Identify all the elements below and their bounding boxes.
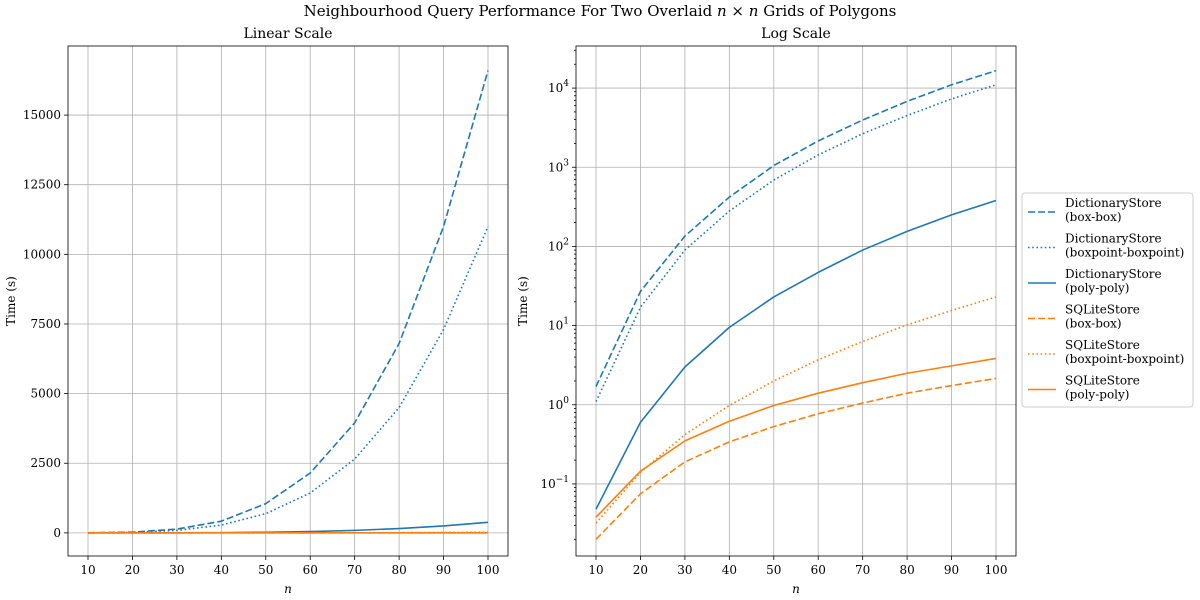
series-line-4 [595,296,997,524]
x-axis-label-linear: n [284,582,292,596]
series-line-0 [87,70,489,534]
x-tick-label-20: 20 [125,563,140,577]
legend-label-line1: SQLiteStore [1065,338,1140,352]
series-line-0 [595,69,997,387]
legend-label-line1: DictionaryStore [1065,232,1162,246]
y-axis-label-log: Time (s) [516,276,530,326]
y-tick-label-10000: 104 [548,79,569,95]
x-tick-label-10: 10 [588,563,603,577]
legend-label-line1: SQLiteStore [1065,303,1140,317]
y-tick-label-10: 101 [548,317,569,333]
x-tick-label-100: 100 [477,563,500,577]
legend: DictionaryStore(box-box)DictionaryStore(… [1021,192,1194,408]
plot-frame [67,45,509,557]
x-tick-label-70: 70 [855,563,870,577]
x-tick-label-40: 40 [214,563,229,577]
x-tick-label-100: 100 [985,563,1008,577]
y-tick-label-0: 0 [53,526,61,540]
series-line-1 [595,84,997,402]
x-tick-label-50: 50 [766,563,781,577]
y-tick-label-10000: 10000 [23,247,61,261]
figure-suptitle: Neighbourhood Query Performance For Two … [304,2,897,20]
legend-item-5: SQLiteStore(poly-poly) [1028,374,1140,402]
legend-label-line2: (boxpoint-boxpoint) [1065,352,1184,366]
y-tick-label-12500: 12500 [23,178,61,192]
series-line-5 [595,357,997,518]
legend-item-4: SQLiteStore(boxpoint-boxpoint) [1028,338,1184,366]
x-tick-label-30: 30 [169,563,184,577]
legend-item-3: SQLiteStore(box-box) [1028,303,1140,331]
x-tick-label-40: 40 [722,563,737,577]
chart-title-linear: Linear Scale [243,26,332,42]
y-tick-label-5000: 5000 [30,387,61,401]
legend-item-0: DictionaryStore(box-box) [1028,196,1162,224]
legend-label-line2: (box-box) [1065,210,1122,224]
x-tick-label-20: 20 [633,563,648,577]
chart-log: 10 20 30 40 50 60 70 80 90 100 10−1 100 101 102 103 104… [516,26,1017,596]
legend-label-line1: DictionaryStore [1065,267,1162,281]
x-tick-label-60: 60 [303,563,318,577]
series-line-3 [595,377,997,540]
chart-linear: 10 20 30 40 50 60 70 80 90 100 0 2500 5000 7500 10000 1… [4,26,509,596]
legend-label-line2: (box-box) [1065,317,1122,331]
legend-label-line1: DictionaryStore [1065,196,1162,210]
x-tick-label-90: 90 [436,563,451,577]
legend-item-1: DictionaryStore(boxpoint-boxpoint) [1028,232,1184,260]
chart-panels: 10 20 30 40 50 60 70 80 90 100 0 2500 5000 7500 10000 1… [4,26,1017,596]
x-tick-label-70: 70 [347,563,362,577]
x-axis-label-log: n [792,582,800,596]
y-tick-label-100: 102 [548,237,569,253]
legend-frame [1021,192,1194,408]
legend-item-2: DictionaryStore(poly-poly) [1028,267,1162,295]
y-tick-label-15000: 15000 [23,108,61,122]
legend-label-line1: SQLiteStore [1065,374,1140,388]
x-tick-label-80: 80 [899,563,914,577]
y-tick-label-2500: 2500 [30,456,61,470]
legend-label-line2: (boxpoint-boxpoint) [1065,246,1184,260]
y-tick-label-7500: 7500 [30,317,61,331]
x-tick-label-30: 30 [677,563,692,577]
x-tick-label-80: 80 [391,563,406,577]
chart-title-log: Log Scale [761,26,831,42]
x-tick-label-50: 50 [258,563,273,577]
y-tick-label-0.1: 10−1 [540,475,569,491]
legend-label-line2: (poly-poly) [1065,388,1129,402]
x-tick-label-90: 90 [944,563,959,577]
series-line-2 [595,199,997,510]
y-tick-label-1: 100 [548,396,569,412]
series-line-1 [87,226,489,534]
y-tick-label-1000: 103 [548,158,569,174]
plot-frame [575,45,1017,557]
x-tick-label-60: 60 [811,563,826,577]
legend-label-line2: (poly-poly) [1065,281,1129,295]
y-axis-label-linear: Time (s) [4,276,18,326]
x-tick-label-10: 10 [80,563,95,577]
